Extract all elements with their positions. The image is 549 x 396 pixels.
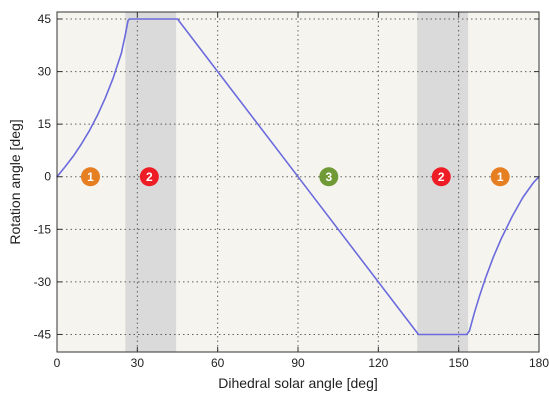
x-tick-label-0: 0 <box>54 356 61 370</box>
x-tick-label-180: 180 <box>529 356 549 370</box>
x-axis-label: Dihedral solar angle [deg] <box>218 375 378 391</box>
y-tick-label--45: -45 <box>34 327 52 341</box>
region-marker-label: 1 <box>87 170 94 184</box>
x-tick-label-90: 90 <box>291 356 305 370</box>
region-marker-1: 1 <box>80 167 100 187</box>
x-tick-label-150: 150 <box>449 356 469 370</box>
region-marker-3: 3 <box>319 167 339 187</box>
region-marker-5: 1 <box>490 167 510 187</box>
series-line-1 <box>56 18 540 336</box>
y-tick-label--30: -30 <box>34 275 52 289</box>
region-marker-label: 3 <box>325 170 332 184</box>
region-marker-circle <box>319 167 339 187</box>
region-marker-circle <box>139 167 159 187</box>
y-tick-label-30: 30 <box>38 65 52 79</box>
y-tick-label-0: 0 <box>44 170 51 184</box>
region-marker-label: 2 <box>438 170 445 184</box>
region-marker-circle <box>431 167 451 187</box>
series-layer <box>56 18 540 336</box>
region-marker-circle <box>490 167 510 187</box>
x-tick-label-30: 30 <box>131 356 145 370</box>
region-marker-2: 2 <box>139 167 159 187</box>
y-tick-label--15: -15 <box>34 222 52 236</box>
region-marker-label: 2 <box>146 170 153 184</box>
region-marker-label: 1 <box>497 170 504 184</box>
y-tick-label-45: 45 <box>38 12 52 26</box>
region-marker-circle <box>80 167 100 187</box>
x-tick-label-120: 120 <box>368 356 388 370</box>
x-tick-label-60: 60 <box>211 356 225 370</box>
region-marker-4: 2 <box>431 167 451 187</box>
y-tick-label-15: 15 <box>38 117 52 131</box>
y-axis-label: Rotation angle [deg] <box>7 119 23 244</box>
region-markers: 1 2 3 2 1 <box>80 167 510 187</box>
